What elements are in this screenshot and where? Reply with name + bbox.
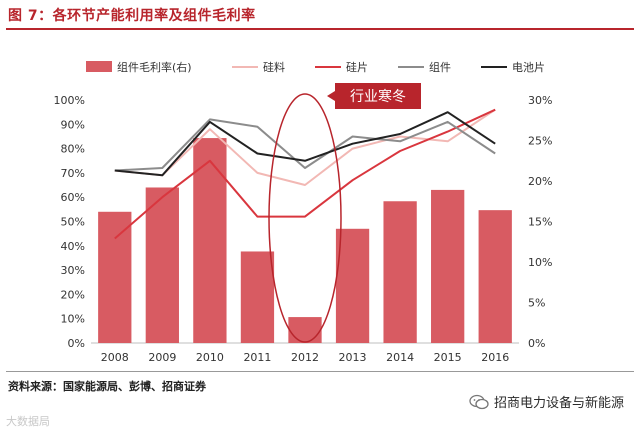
x-tick-label: 2010	[196, 351, 224, 364]
watermark-left: 大数据局	[6, 415, 50, 428]
watermark-right-label: 招商电力设备与新能源	[493, 396, 624, 411]
bar-2008	[98, 211, 132, 343]
x-tick-label: 2008	[101, 351, 129, 364]
left-tick-label: 100%	[54, 94, 85, 107]
series-line-2	[114, 108, 496, 240]
legend-label-bars: 组件毛利率(右)	[117, 60, 192, 74]
right-tick-label: 25%	[528, 135, 552, 148]
left-tick-label: 90%	[61, 118, 85, 131]
right-tick-label: 10%	[528, 256, 552, 269]
x-tick-label: 2012	[291, 351, 319, 364]
legend-label-line-1: 硅料	[263, 60, 285, 74]
source-divider	[6, 371, 634, 372]
annotation-pointer	[327, 91, 335, 101]
x-tick-label: 2014	[386, 351, 414, 364]
right-tick-label: 30%	[528, 94, 552, 107]
left-tick-label: 0%	[68, 337, 85, 350]
legend-label-line-2: 硅片	[346, 61, 368, 74]
watermark-right: 招商电力设备与新能源	[469, 392, 624, 411]
bar-2009	[145, 187, 179, 343]
right-tick-label: 15%	[528, 216, 552, 229]
series-line-3	[114, 118, 496, 172]
x-tick-label: 2015	[434, 351, 462, 364]
bar-2015	[431, 189, 465, 343]
bar-2011	[240, 251, 275, 343]
left-tick-label: 80%	[61, 143, 85, 156]
bar-2013	[335, 228, 370, 343]
left-tick-label: 30%	[61, 264, 85, 277]
right-tick-label: 20%	[528, 175, 552, 188]
chart: 0% 10% 20% 30% 40% 50% 60% 70% 80% 90% 100% 0% 5% 10%…	[54, 60, 553, 364]
x-tick-label: 2013	[339, 351, 367, 364]
series-line-4	[114, 111, 496, 177]
legend-label-line-3: 组件	[429, 60, 451, 74]
x-tick-label: 2011	[243, 351, 271, 364]
bar-2010	[193, 138, 227, 343]
bar-2016	[478, 210, 512, 343]
figure-source: 资料来源：国家能源局、彭博、招商证券	[8, 380, 206, 393]
left-tick-label: 40%	[61, 240, 85, 253]
annotation-label: 行业寒冬	[350, 88, 406, 105]
annotation-box	[335, 83, 421, 109]
wechat-icon	[469, 394, 489, 409]
left-tick-label: 20%	[61, 288, 85, 301]
left-tick-label: 60%	[61, 191, 85, 204]
series-line-1	[114, 108, 496, 186]
legend-label-line-4: 电池片	[512, 61, 545, 74]
bar-2012	[288, 317, 322, 343]
x-tick-label: 2009	[148, 351, 176, 364]
annotation-ellipse	[268, 93, 342, 343]
left-tick-label: 10%	[61, 313, 85, 326]
legend-swatch-bars	[86, 61, 112, 72]
right-tick-label: 0%	[528, 337, 545, 350]
right-tick-label: 5%	[528, 297, 545, 310]
figure-title: 图 7：各环节产能利用率及组件毛利率	[8, 8, 256, 24]
x-tick-label: 2016	[481, 351, 509, 364]
bar-2014	[383, 201, 417, 343]
left-tick-label: 70%	[61, 167, 85, 180]
title-divider	[6, 28, 634, 30]
left-tick-label: 50%	[61, 216, 85, 229]
